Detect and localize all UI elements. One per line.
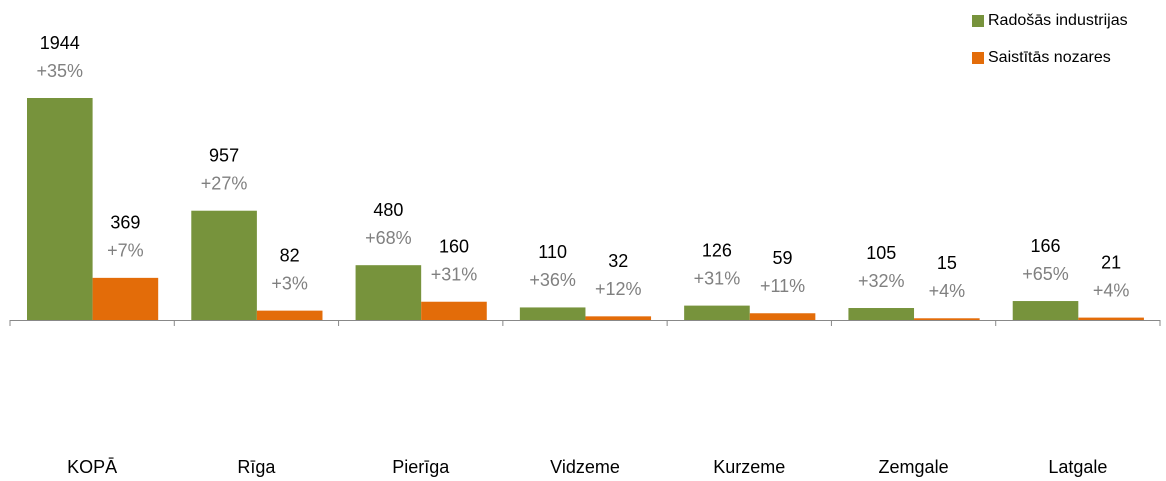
bar — [914, 318, 980, 320]
change-label: +3% — [271, 273, 308, 293]
change-label: +32% — [858, 271, 905, 291]
bar — [684, 305, 750, 320]
value-label: 105 — [866, 243, 896, 263]
bar — [27, 98, 93, 320]
value-label: 82 — [280, 245, 300, 265]
change-label: +11% — [760, 276, 805, 296]
change-label: +68% — [365, 228, 412, 248]
change-label: +12% — [595, 279, 642, 299]
value-label: 369 — [110, 213, 140, 233]
x-tick-label: Rīga — [237, 457, 276, 477]
change-label: +65% — [1022, 264, 1069, 284]
legend-label: Saistītās nozares — [988, 49, 1111, 66]
change-label: +4% — [929, 281, 966, 301]
value-label: 160 — [439, 236, 469, 256]
change-label: +31% — [694, 268, 741, 288]
value-label: 166 — [1030, 236, 1060, 256]
value-label: 59 — [773, 248, 793, 268]
value-label: 21 — [1101, 252, 1121, 272]
bar — [1012, 301, 1079, 320]
change-label: +27% — [201, 173, 248, 193]
value-label: 480 — [373, 200, 403, 220]
bar — [519, 307, 586, 320]
bar — [355, 265, 422, 320]
change-label: +4% — [1093, 280, 1130, 300]
legend-swatch — [972, 15, 984, 27]
change-label: +31% — [431, 264, 478, 284]
legend-swatch — [972, 52, 984, 64]
change-label: +36% — [529, 270, 576, 290]
value-label: 957 — [209, 145, 239, 165]
value-label: 1944 — [40, 33, 80, 53]
legend-label: Radošās industrijas — [988, 12, 1128, 29]
value-label: 126 — [702, 240, 732, 260]
bar — [749, 313, 816, 320]
value-label: 15 — [937, 253, 957, 273]
x-tick-label: Pierīga — [392, 457, 450, 477]
change-label: +35% — [37, 61, 84, 81]
bar — [92, 277, 159, 320]
bar — [256, 310, 323, 320]
bar — [1078, 317, 1144, 320]
x-tick-label: Zemgale — [879, 457, 949, 477]
bar — [585, 316, 652, 320]
x-tick-label: Latgale — [1048, 457, 1107, 477]
value-label: 32 — [608, 251, 628, 271]
bar — [848, 308, 915, 320]
value-label: 110 — [538, 242, 567, 262]
x-tick-label: Vidzeme — [550, 457, 620, 477]
x-tick-label: Kurzeme — [713, 457, 785, 477]
bar — [421, 301, 487, 320]
change-label: +7% — [107, 241, 144, 261]
x-tick-label: KOPĀ — [67, 457, 117, 477]
bar — [191, 210, 257, 320]
